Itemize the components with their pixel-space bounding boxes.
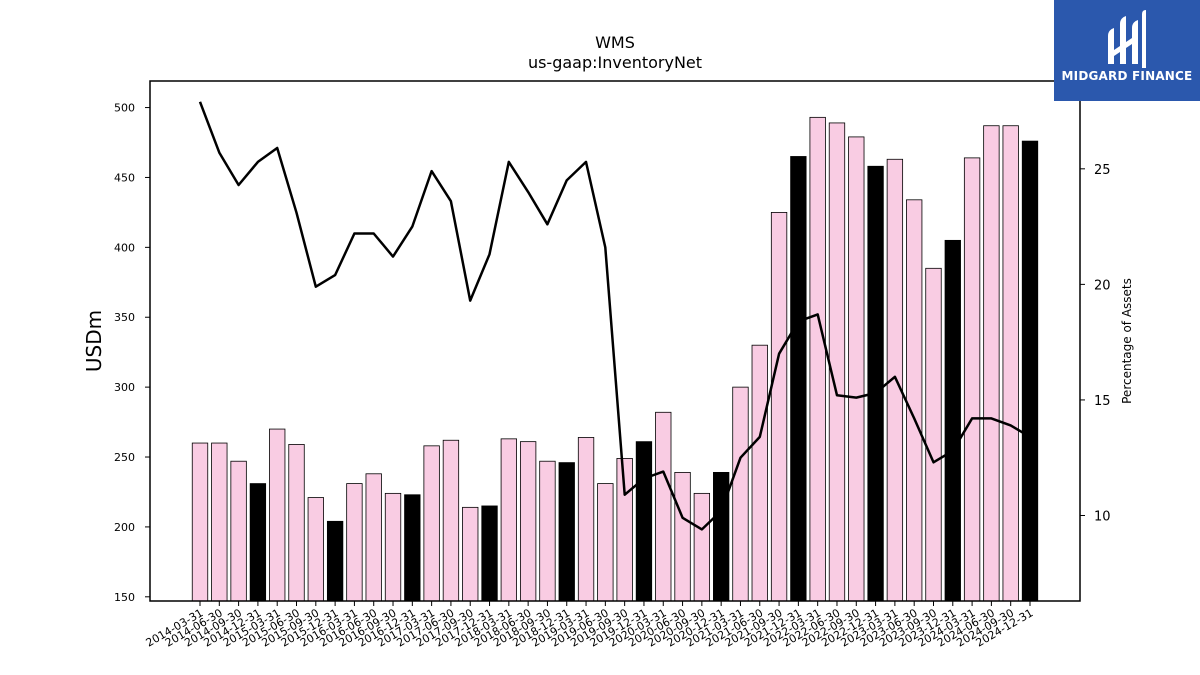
- bar-2017-03-31: [423, 445, 440, 602]
- bar-2019-03-31: [577, 437, 595, 602]
- bar-2018-12-31: [558, 462, 575, 602]
- y2-tick-label: 25: [1094, 163, 1111, 178]
- y2-tick-label: 10: [1094, 509, 1111, 524]
- y-axis-label: USDm: [82, 310, 106, 372]
- bar-2015-06-30: [288, 444, 305, 602]
- bar-2021-03-31: [732, 386, 749, 602]
- bar-2023-09-30: [925, 267, 942, 602]
- y2-tick-label: 15: [1094, 394, 1111, 409]
- bar-2016-12-31: [404, 494, 421, 602]
- brand-mark-icon: [1108, 10, 1146, 68]
- bar-2017-12-31: [481, 505, 498, 602]
- bar-2024-09-30: [1002, 125, 1019, 602]
- bar-2016-03-31: [346, 483, 363, 602]
- brand-name: MIDGARD FINANCE: [1061, 69, 1193, 83]
- bar-2022-06-30: [828, 122, 846, 602]
- bar-2018-06-30: [519, 441, 537, 602]
- bar-2024-12-31: [1021, 140, 1039, 602]
- bar-2016-09-30: [384, 492, 402, 602]
- bar-2018-09-30: [539, 460, 556, 602]
- bar-2015-12-31: [326, 520, 344, 602]
- y2-tick-label: 20: [1094, 278, 1111, 293]
- y-tick-label: 250: [114, 451, 135, 464]
- bar-2020-12-31: [713, 471, 730, 602]
- bar-2017-06-30: [442, 439, 460, 602]
- bar-2021-09-30: [770, 211, 788, 602]
- bar-2021-12-31: [790, 156, 807, 602]
- chart-title: WMS: [595, 33, 635, 52]
- bar-2019-12-31: [635, 441, 653, 602]
- y-tick-label: 150: [114, 591, 135, 604]
- y-tick-label: 300: [114, 381, 135, 394]
- bar-2018-03-31: [500, 438, 517, 602]
- bar-2014-12-31: [249, 483, 267, 602]
- bar-2021-06-30: [751, 344, 768, 602]
- y-tick-label: 450: [114, 171, 135, 184]
- bar-2015-03-31: [269, 428, 286, 602]
- line-series-percentage: [198, 101, 1031, 531]
- bar-2014-06-30: [211, 442, 228, 602]
- bar-2016-06-30: [365, 473, 382, 602]
- bar-2014-09-30: [230, 460, 247, 602]
- y-tick-label: 500: [114, 102, 135, 115]
- bar-2014-03-31: [191, 442, 209, 602]
- plot-frame: [149, 80, 1081, 602]
- bar-2024-03-31: [963, 157, 981, 602]
- y-tick-label: 400: [114, 241, 135, 254]
- y-tick-label: 200: [114, 521, 135, 534]
- bar-2024-06-30: [983, 125, 1000, 602]
- brand-logo: MIDGARD FINANCE: [1054, 0, 1200, 101]
- y2-axis-label: Percentage of Assets: [1120, 278, 1134, 404]
- bar-2019-06-30: [597, 483, 614, 602]
- bars-group: [191, 116, 1039, 602]
- axes-group: 150200250300350400450500101520252014-03-…: [114, 102, 1111, 650]
- bar-2015-09-30: [307, 497, 324, 602]
- bar-2020-09-30: [693, 492, 711, 602]
- chart-subtitle: us-gaap:InventoryNet: [528, 53, 702, 72]
- bar-2023-06-30: [906, 199, 923, 602]
- bar-2017-09-30: [462, 506, 479, 602]
- bar-2023-12-31: [944, 239, 961, 602]
- line-group: [198, 101, 1031, 531]
- y-tick-label: 350: [114, 311, 135, 324]
- bar-2022-03-31: [809, 116, 826, 602]
- bar-2020-03-31: [655, 411, 672, 602]
- bar-2022-09-30: [848, 136, 865, 602]
- bar-2020-06-30: [674, 471, 691, 602]
- bar-2022-12-31: [867, 165, 884, 602]
